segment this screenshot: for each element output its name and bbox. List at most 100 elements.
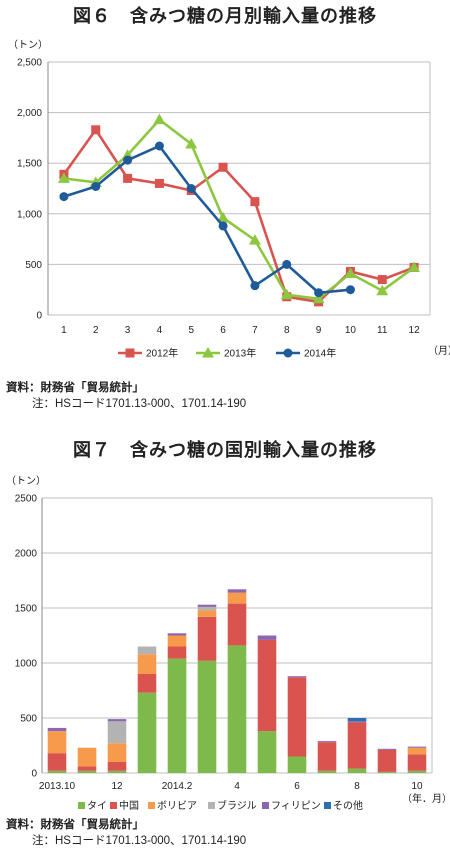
chart1-legend-marker xyxy=(125,348,135,358)
chart1-data-point xyxy=(154,178,164,188)
chart1-data-point xyxy=(185,137,198,149)
chart2-bar-segment xyxy=(257,639,277,732)
chart1-data-point xyxy=(250,197,260,207)
chart2-legend-label: タイ xyxy=(87,800,107,812)
chart2-x-tick-label: 12 xyxy=(111,781,123,792)
chart2-bar-segment xyxy=(167,635,187,647)
chart2-bar-segment xyxy=(377,749,397,772)
chart1-source-notes: 資料：財務省「貿易統計」 注：HSコード1701.13-000、1701.14-… xyxy=(6,380,246,412)
chart1-data-point xyxy=(314,288,324,298)
chart2-bar-segment xyxy=(197,606,217,611)
chart1-data-point xyxy=(57,172,70,183)
chart1-legend-label: 2013年 xyxy=(224,347,256,360)
chart2-y-unit-label: （トン） xyxy=(6,475,46,487)
chart1-data-point xyxy=(123,173,133,183)
chart1-data-point xyxy=(186,184,196,193)
chart1-x-tick-label: 2 xyxy=(93,325,99,336)
chart1-x-tick-label: 1 xyxy=(61,325,67,336)
chart2-x-tick-label: 8 xyxy=(354,781,360,792)
chart2-bar-segment xyxy=(197,610,217,617)
chart1-series-line xyxy=(62,127,415,304)
chart2-bar-segment xyxy=(347,718,367,722)
chart1-x-tick-label: 3 xyxy=(125,325,131,336)
chart2-bar-segment xyxy=(107,719,127,722)
chart1-legend-label: 2014年 xyxy=(304,347,336,360)
chart1-note: 注：HSコード1701.13-000、1701.14-190 xyxy=(32,398,247,410)
chart2-y-tick-label: 2500 xyxy=(15,494,38,505)
chart2-y-tick-label: 0 xyxy=(31,769,37,780)
chart2-bar-segment xyxy=(407,754,427,771)
chart1-data-point xyxy=(280,288,293,300)
chart1-y-tick-label: 500 xyxy=(25,260,42,271)
chart2-bar-segment xyxy=(77,766,97,771)
chart2-bar-segment xyxy=(167,658,187,773)
chart2-bar-segment xyxy=(197,616,217,661)
chart1-data-point xyxy=(154,141,164,151)
chart2-bar-segment xyxy=(227,592,247,604)
chart2-y-tick-label: 1500 xyxy=(15,604,38,615)
chart2-bar-segment xyxy=(317,770,337,773)
chart2-bar-segment xyxy=(107,762,127,771)
chart1-x-tick-label: 9 xyxy=(316,325,322,336)
chart2-bar-segment xyxy=(47,731,67,754)
chart1-x-unit-label: （月） xyxy=(428,345,450,357)
chart2-bar-segment xyxy=(167,633,187,636)
chart1-data-point xyxy=(218,162,228,172)
chart2-bar-segment xyxy=(377,748,397,750)
chart2-bar-segment xyxy=(407,746,427,748)
chart2-x-tick-label: 10 xyxy=(411,781,423,792)
chart2-bar-segment xyxy=(167,646,187,659)
chart1-x-tick-label: 8 xyxy=(284,325,290,336)
chart1-legend-marker xyxy=(202,347,214,358)
chart2-bar-segment xyxy=(317,741,337,743)
chart2-y-tick-label: 2000 xyxy=(15,549,38,560)
chart1-data-point xyxy=(408,261,421,272)
chart1-data-point xyxy=(153,113,166,125)
chart1-x-tick-label: 12 xyxy=(409,325,421,336)
chart2-bar-segment xyxy=(47,770,67,773)
chart1-data-point xyxy=(59,192,69,202)
chart2-bar-segment xyxy=(107,743,127,762)
chart1-legend-label: 2012年 xyxy=(146,347,178,360)
chart1-y-tick-label: 0 xyxy=(36,311,42,322)
chart1-data-point xyxy=(218,221,228,231)
chart2-legend-swatch xyxy=(78,802,85,809)
chart2-x-tick-label: 6 xyxy=(294,781,300,792)
chart2-legend-swatch xyxy=(110,802,117,809)
chart2-legend-swatch xyxy=(262,802,269,809)
chart2-bar-segment xyxy=(407,770,427,773)
chart1-legend-marker xyxy=(283,348,293,358)
chart2-bar-segment xyxy=(137,674,157,693)
chart1-y-tick-label: 1,500 xyxy=(17,159,42,170)
chart2-legend-swatch xyxy=(324,802,331,809)
chart2-bar-segment xyxy=(317,742,337,771)
chart2-legend-label: ボリビア xyxy=(157,800,197,812)
country-import-stacked-bar-chart: （トン） 0 500 1000 1500 2000 2500 2013.10 12 2014.2 4… xyxy=(6,475,450,812)
chart2-bar-segment xyxy=(77,770,97,773)
chart1-series-1 xyxy=(59,125,419,307)
chart1-series-line xyxy=(63,144,351,295)
chart2-bar-segment xyxy=(347,768,367,773)
chart2-bar-segment xyxy=(137,646,157,655)
chart2-source: 資料：財務省「貿易統計」 xyxy=(6,819,144,831)
chart2-bar-segment xyxy=(257,731,277,773)
chart1-data-point xyxy=(345,285,355,295)
chart2-bar-segment xyxy=(227,589,247,593)
chart1-data-point xyxy=(91,181,101,191)
chart2-legend-label: フィリピン xyxy=(271,800,321,812)
chart1-x-tick-label: 11 xyxy=(377,325,388,336)
chart2-bar-segment xyxy=(197,660,217,773)
chart1-series-3 xyxy=(59,141,355,298)
chart2-x-tick-label: 2014.2 xyxy=(162,781,193,792)
chart2-y-tick-label: 1000 xyxy=(15,659,38,670)
chart1-data-point xyxy=(250,281,260,291)
chart2-bar-segment xyxy=(77,747,97,767)
chart1-data-point xyxy=(312,292,325,304)
chart2-bar-segment xyxy=(407,747,427,755)
chart2-legend-label: その他 xyxy=(333,799,363,812)
chart2-bar-segment xyxy=(257,635,277,640)
chart1-x-tick-label: 5 xyxy=(188,325,194,336)
chart2-bar-segment xyxy=(107,770,127,773)
chart2-bar-segment xyxy=(347,721,367,723)
